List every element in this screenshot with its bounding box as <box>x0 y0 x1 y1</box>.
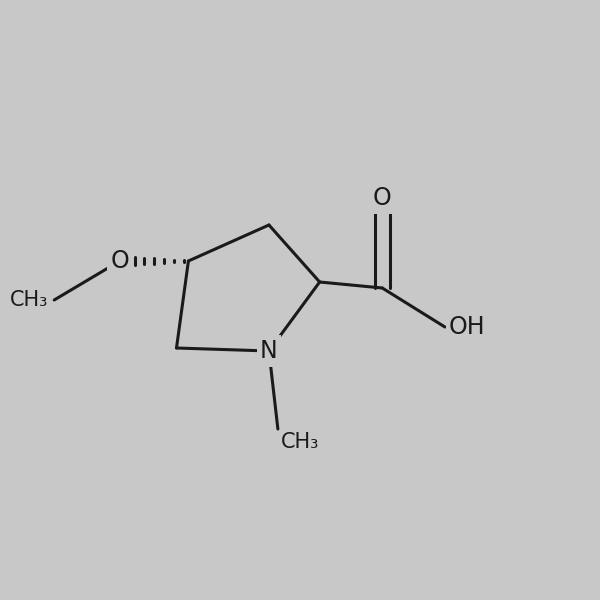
Text: CH₃: CH₃ <box>10 290 48 310</box>
Text: O: O <box>110 249 129 273</box>
Text: CH₃: CH₃ <box>281 432 319 452</box>
Text: O: O <box>373 186 392 210</box>
Text: OH: OH <box>449 315 486 339</box>
Text: N: N <box>260 339 278 363</box>
